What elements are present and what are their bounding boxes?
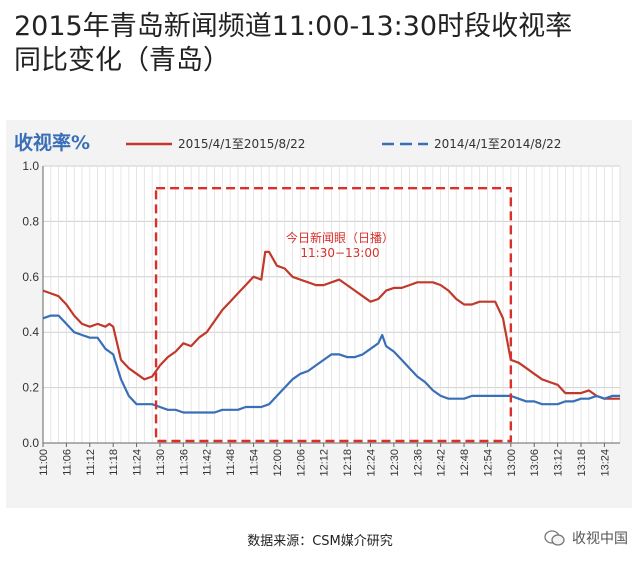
watermark-text: 收视中国 xyxy=(572,531,628,547)
x-tick-label: 12:54 xyxy=(482,449,494,477)
series-line-2014 xyxy=(42,314,620,414)
x-tick-label: 13:24 xyxy=(599,449,611,477)
y-axis-label: 收视率% xyxy=(14,131,90,154)
y-tick-label: 0.0 xyxy=(22,436,39,450)
wechat-icon xyxy=(544,530,565,546)
x-tick-label: 11:12 xyxy=(85,449,97,476)
x-tick-label: 13:06 xyxy=(529,449,541,477)
x-tick-label: 12:42 xyxy=(436,449,448,477)
x-tick-label: 12:48 xyxy=(459,449,471,477)
annotation-label: 今日新闻眼（日播） xyxy=(286,230,394,245)
x-tick-label: 11:06 xyxy=(61,449,73,476)
legend-label: 2014/4/1至2014/8/22 xyxy=(434,137,561,151)
line-chart: 0.0 0.2 0.4 0.6 0.8 1.0 11:00 11:06 11:12 11:18 11… xyxy=(14,131,621,477)
x-tick-label: 11:18 xyxy=(108,449,120,476)
annotation-box xyxy=(154,186,513,443)
page-title: 2015年青岛新闻频道11:00-13:30时段收视率 同比变化（青岛） xyxy=(14,10,624,78)
x-tick-label: 12:24 xyxy=(365,449,377,477)
x-tick-label: 11:42 xyxy=(202,449,214,476)
title-line-2: 同比变化（青岛） xyxy=(14,45,230,76)
x-tick-label: 13:00 xyxy=(506,449,518,477)
y-tick-label: 1.0 xyxy=(22,159,39,173)
x-tick-label: 12:00 xyxy=(272,449,284,477)
x-tick-label: 11:00 xyxy=(38,449,50,476)
x-tick-label: 12:12 xyxy=(319,449,331,477)
annotation-time: 11:30−13:00 xyxy=(300,246,379,260)
x-tick-label: 12:36 xyxy=(412,449,424,477)
series-line-2015 xyxy=(42,250,620,400)
legend-label: 2015/4/1至2015/8/22 xyxy=(178,137,305,151)
y-tick-label: 0.4 xyxy=(22,325,39,339)
x-tick-label: 12:06 xyxy=(295,449,307,477)
y-tick-label: 0.6 xyxy=(22,270,39,284)
y-tick-label: 0.2 xyxy=(22,381,39,395)
chart-panel: 0.0 0.2 0.4 0.6 0.8 1.0 11:00 11:06 11:12 11:18 11… xyxy=(6,120,632,508)
y-tick-label: 0.8 xyxy=(22,214,39,228)
x-tick-label: 11:24 xyxy=(132,449,144,476)
x-tick-label: 11:54 xyxy=(249,449,261,476)
x-tick-label: 12:18 xyxy=(342,449,354,477)
watermark: 收视中国 xyxy=(544,528,628,548)
x-tick-label: 12:30 xyxy=(389,449,401,477)
data-source: 数据来源：CSM媒介研究 xyxy=(247,534,393,549)
x-tick-label: 11:36 xyxy=(178,449,190,476)
title-line-1: 2015年青岛新闻频道11:00-13:30时段收视率 xyxy=(14,11,573,42)
x-tick-label: 11:30 xyxy=(155,449,167,476)
x-tick-label: 11:48 xyxy=(225,449,237,476)
x-tick-label: 13:18 xyxy=(576,449,588,477)
x-tick-label: 13:12 xyxy=(553,449,565,477)
